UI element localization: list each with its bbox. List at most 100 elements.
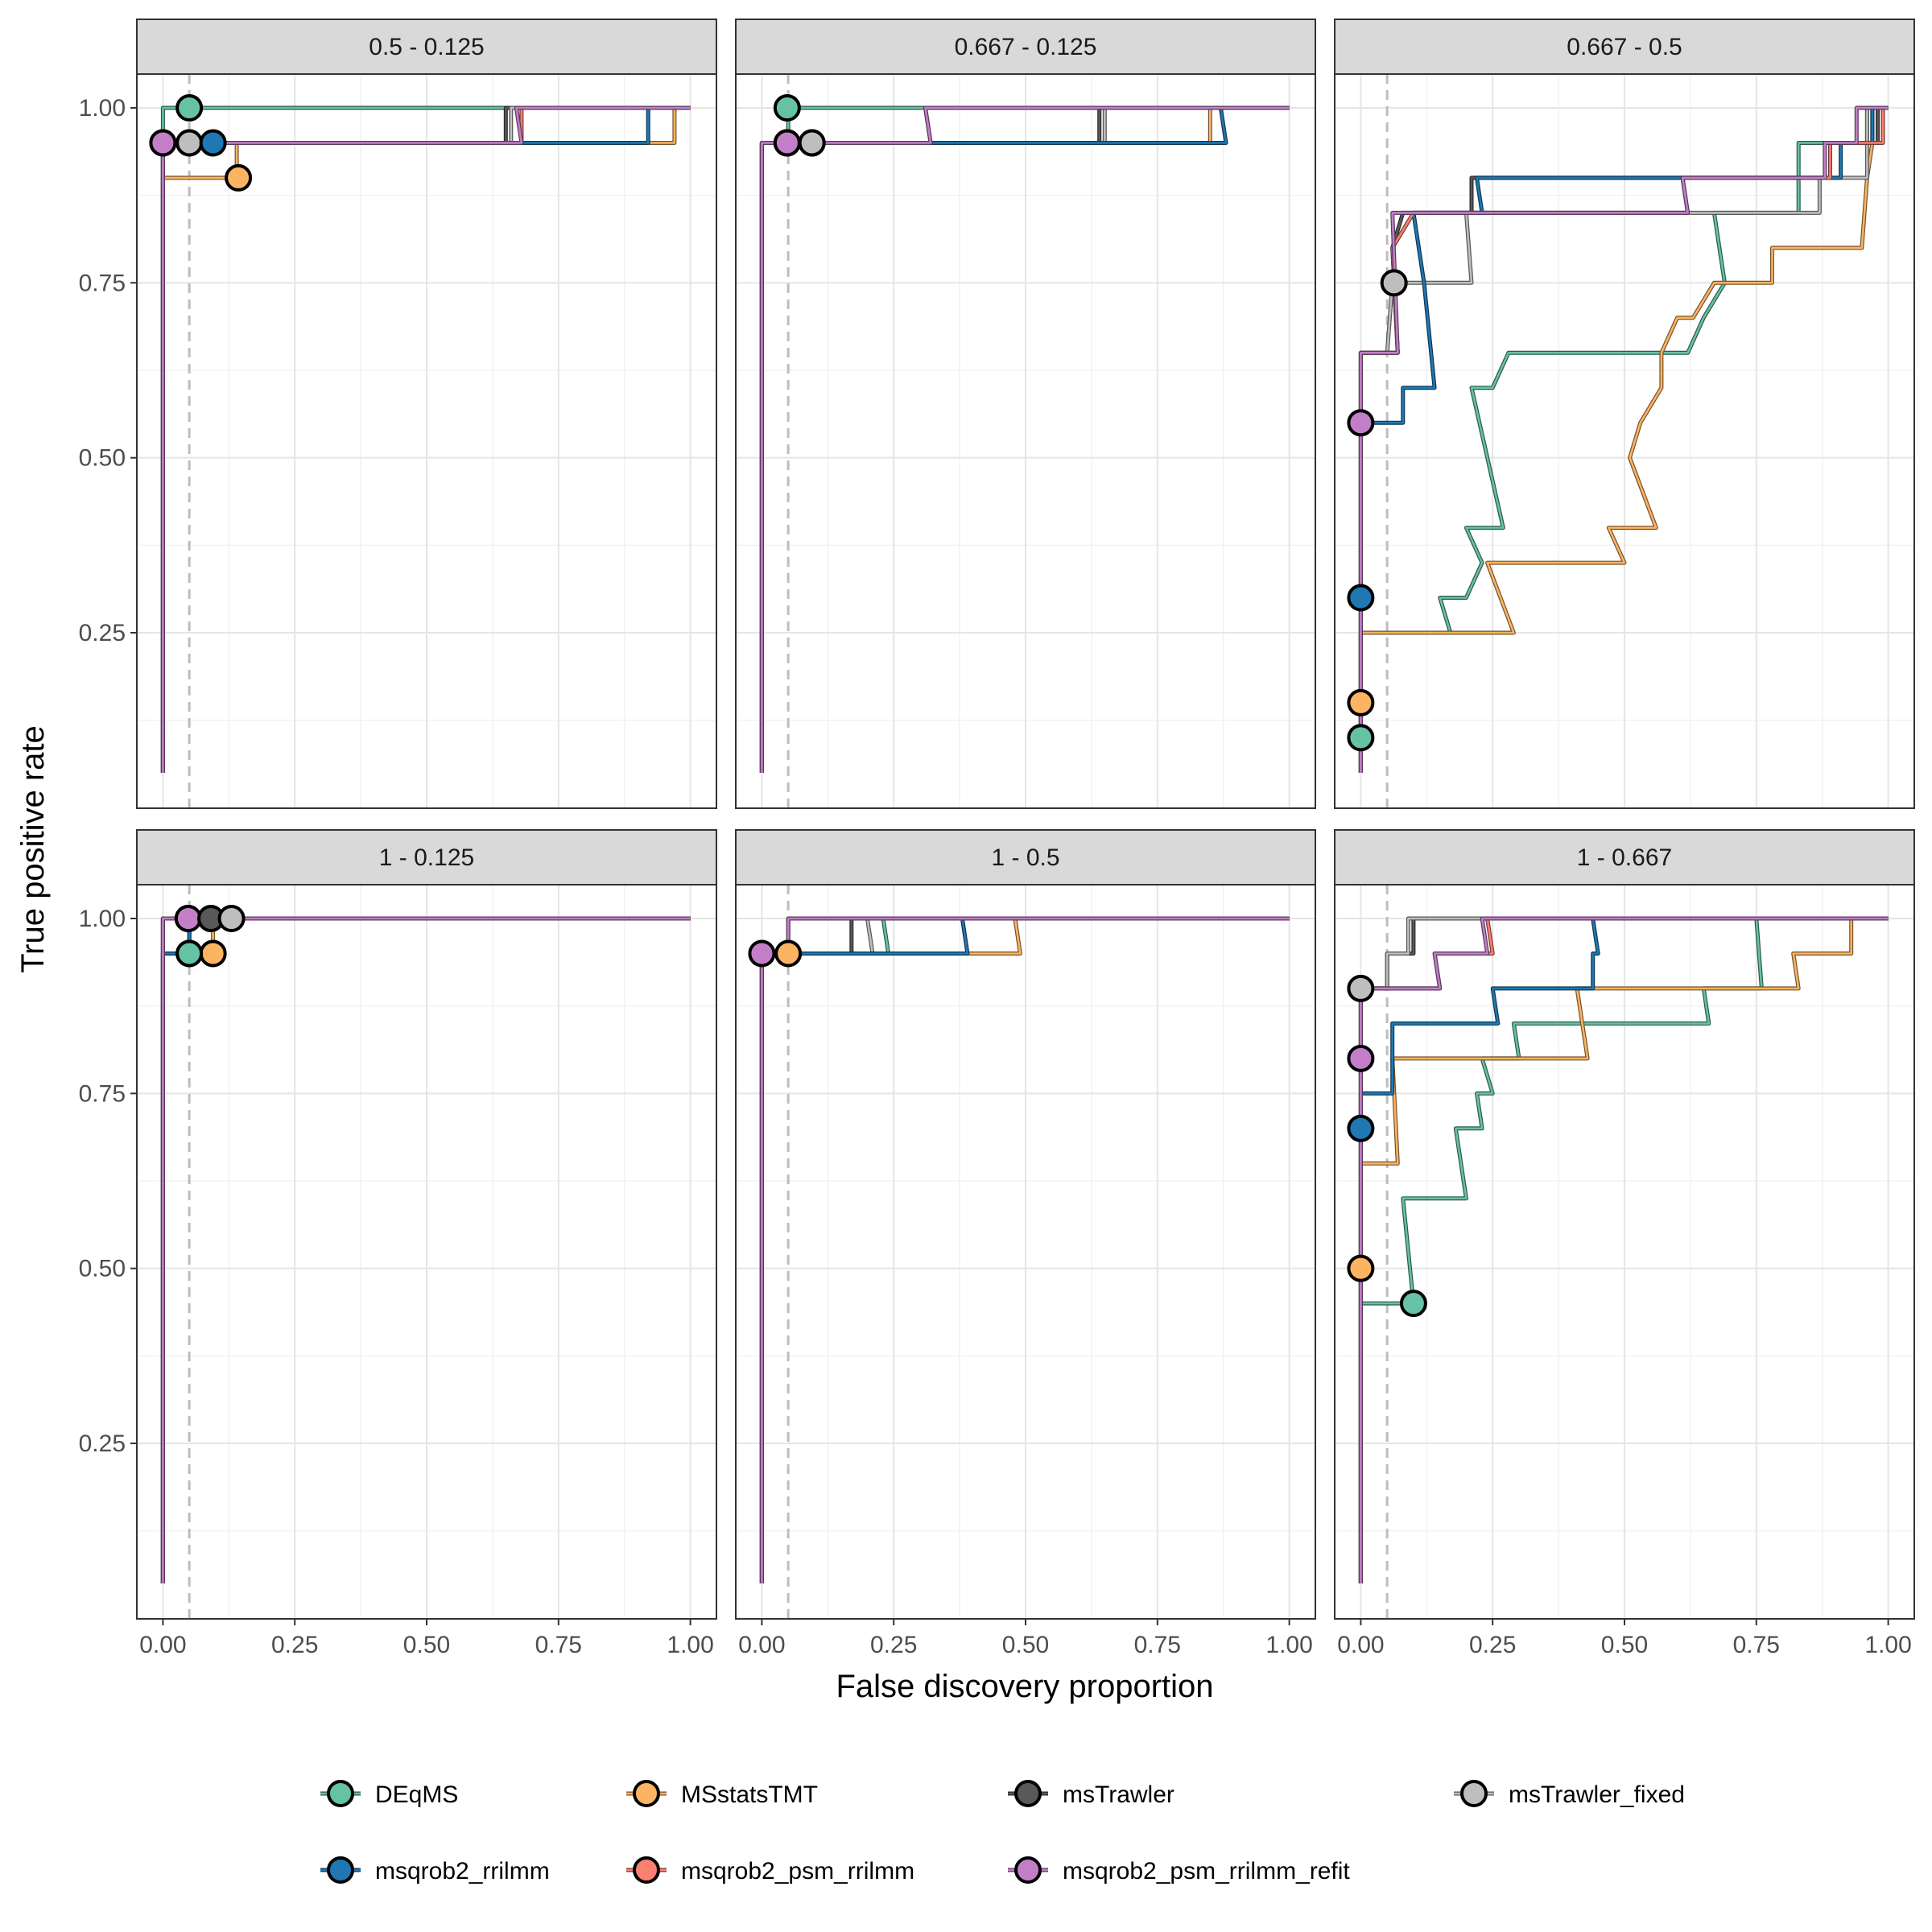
point-msqrob2_psm_rrilmm_refit xyxy=(748,939,776,968)
x-tick-label: 1.00 xyxy=(667,1632,713,1658)
point-msqrob2_psm_rrilmm_refit xyxy=(149,129,177,157)
legend-item-MSstatsTMT: MSstatsTMT xyxy=(626,1780,818,1808)
legend-label: msqrob2_psm_rrilmm_refit xyxy=(1063,1858,1350,1885)
panel-border xyxy=(735,73,1316,809)
x-tick-label: 0.75 xyxy=(1134,1632,1181,1658)
legend-label: msTrawler xyxy=(1063,1781,1174,1808)
facet-panel: 1 - 0.5 0.00 0.25 0.50 0.75 1.00 xyxy=(735,829,1316,1658)
point-msTrawler_fixed xyxy=(175,129,204,157)
point-DEqMS xyxy=(175,94,204,122)
point-msqrob2_rrilmm xyxy=(1347,1114,1375,1142)
legend: DEqMS MSstatsTMT msTrawler msTrawler_fixedm… xyxy=(320,1780,1685,1885)
legend-key-point xyxy=(633,1856,660,1884)
point-msqrob2_psm_rrilmm_refit xyxy=(1347,409,1375,437)
point-msqrob2_rrilmm xyxy=(199,129,227,157)
legend-item-msTrawler_fixed: msTrawler_fixed xyxy=(1454,1780,1685,1808)
legend-label: msTrawler_fixed xyxy=(1509,1781,1685,1808)
facet-strip xyxy=(136,19,717,75)
legend-key-point xyxy=(1014,1856,1042,1884)
point-DEqMS xyxy=(1399,1290,1427,1318)
facet-panels: 0.5 - 0.125 0.25 0.50 0.75 1.00 0.667 - 0.125… xyxy=(79,19,1915,1658)
x-tick-label: 1.00 xyxy=(1265,1632,1312,1658)
legend-key-point xyxy=(1460,1780,1488,1807)
point-msqrob2_psm_rrilmm_refit xyxy=(1347,1044,1375,1072)
x-tick-label: 0.75 xyxy=(535,1632,582,1658)
facet-strip-label: 0.5 - 0.125 xyxy=(369,34,484,60)
series-layer xyxy=(160,105,691,773)
legend-item-msTrawler: msTrawler xyxy=(1008,1780,1174,1808)
legend-label: DEqMS xyxy=(375,1781,458,1808)
y-tick-label: 0.75 xyxy=(79,1080,126,1107)
point-MSstatsTMT xyxy=(1347,1254,1375,1282)
point-msTrawler_fixed xyxy=(217,905,246,932)
x-tick-label: 0.25 xyxy=(271,1632,318,1658)
point-DEqMS xyxy=(773,94,801,122)
legend-item-msqrob2_rrilmm: msqrob2_rrilmm xyxy=(320,1856,550,1885)
y-tick-label: 0.50 xyxy=(79,445,126,472)
legend-item-msqrob2_psm_rrilmm: msqrob2_psm_rrilmm xyxy=(626,1856,914,1885)
point-msTrawler_fixed xyxy=(1380,269,1408,297)
point-msqrob2_psm_rrilmm_refit xyxy=(773,129,801,157)
facet-strip xyxy=(1334,19,1915,75)
legend-label: MSstatsTMT xyxy=(681,1781,818,1808)
legend-label: msqrob2_psm_rrilmm xyxy=(681,1858,914,1885)
panel-border xyxy=(136,73,717,809)
curve-msqrob2_rrilmm xyxy=(1360,917,1889,1583)
facet-strip xyxy=(735,19,1316,75)
facet-panel: 1 - 0.125 0.25 0.50 0.75 1.00 0.00 0.25 0.50 0.7… xyxy=(79,829,717,1658)
x-axis-title: False discovery proportion xyxy=(836,1669,1213,1704)
point-msqrob2_rrilmm xyxy=(1347,584,1375,612)
point-msTrawler_fixed xyxy=(798,129,826,157)
x-tick-label: 0.25 xyxy=(870,1632,917,1658)
point-MSstatsTMT xyxy=(225,163,253,192)
facet-panel: 0.5 - 0.125 0.25 0.50 0.75 1.00 xyxy=(79,19,717,809)
point-msqrob2_psm_rrilmm_refit xyxy=(174,905,202,932)
facet-strip xyxy=(136,829,717,886)
legend-key-point xyxy=(327,1780,354,1807)
y-tick-label: 0.25 xyxy=(79,1430,126,1457)
point-msTrawler_fixed xyxy=(1347,974,1375,1002)
y-tick-label: 0.50 xyxy=(79,1256,126,1282)
series-layer xyxy=(1358,105,1889,773)
panel-border xyxy=(1334,73,1915,809)
point-DEqMS xyxy=(175,939,204,968)
facet-strip-label: 0.667 - 0.125 xyxy=(955,34,1097,60)
y-axis-title: True positive rate xyxy=(15,725,51,973)
x-tick-label: 0.50 xyxy=(1601,1632,1648,1658)
legend-key-point xyxy=(327,1856,354,1884)
y-tick-label: 1.00 xyxy=(79,906,126,932)
legend-key-point xyxy=(633,1780,660,1807)
x-tick-label: 0.25 xyxy=(1469,1632,1516,1658)
point-MSstatsTMT xyxy=(774,939,803,968)
x-tick-label: 0.75 xyxy=(1733,1632,1780,1658)
facet-panel: 1 - 0.667 0.00 0.25 0.50 0.75 1.00 xyxy=(1334,829,1915,1658)
x-tick-label: 1.00 xyxy=(1864,1632,1911,1658)
y-tick-label: 1.00 xyxy=(79,95,126,122)
legend-item-msqrob2_psm_rrilmm_refit: msqrob2_psm_rrilmm_refit xyxy=(1008,1856,1350,1885)
curve-msqrob2_psm_rrilmm_refit xyxy=(162,917,691,1583)
legend-key-point xyxy=(1014,1780,1042,1807)
facet-panel: 0.667 - 0.125 xyxy=(735,19,1316,809)
curve-DEqMS xyxy=(1360,106,1889,773)
facet-panel: 0.667 - 0.5 xyxy=(1334,19,1915,809)
point-MSstatsTMT xyxy=(1347,688,1375,716)
facet-strip-label: 1 - 0.5 xyxy=(991,844,1059,871)
facet-strip-label: 1 - 0.125 xyxy=(379,844,474,871)
curve-MSstatsTMT xyxy=(1360,106,1889,773)
x-tick-label: 0.00 xyxy=(738,1632,785,1658)
curve-msqrob2_psm_rrilmm_refit xyxy=(761,106,1290,773)
y-tick-label: 0.75 xyxy=(79,270,126,296)
point-MSstatsTMT xyxy=(199,939,227,968)
x-tick-label: 0.00 xyxy=(139,1632,186,1658)
facet-strip-label: 0.667 - 0.5 xyxy=(1567,34,1682,60)
curve-msqrob2_psm_rrilmm_refit xyxy=(162,106,691,773)
legend-label: msqrob2_rrilmm xyxy=(375,1858,550,1885)
x-tick-label: 0.50 xyxy=(1002,1632,1049,1658)
facet-strip-label: 1 - 0.667 xyxy=(1577,844,1672,871)
curve-msqrob2_psm_rrilmm_refit xyxy=(1360,106,1889,773)
x-tick-label: 0.50 xyxy=(403,1632,450,1658)
point-DEqMS xyxy=(1347,724,1375,752)
y-tick-label: 0.25 xyxy=(79,620,126,646)
legend-item-DEqMS: DEqMS xyxy=(320,1780,458,1808)
